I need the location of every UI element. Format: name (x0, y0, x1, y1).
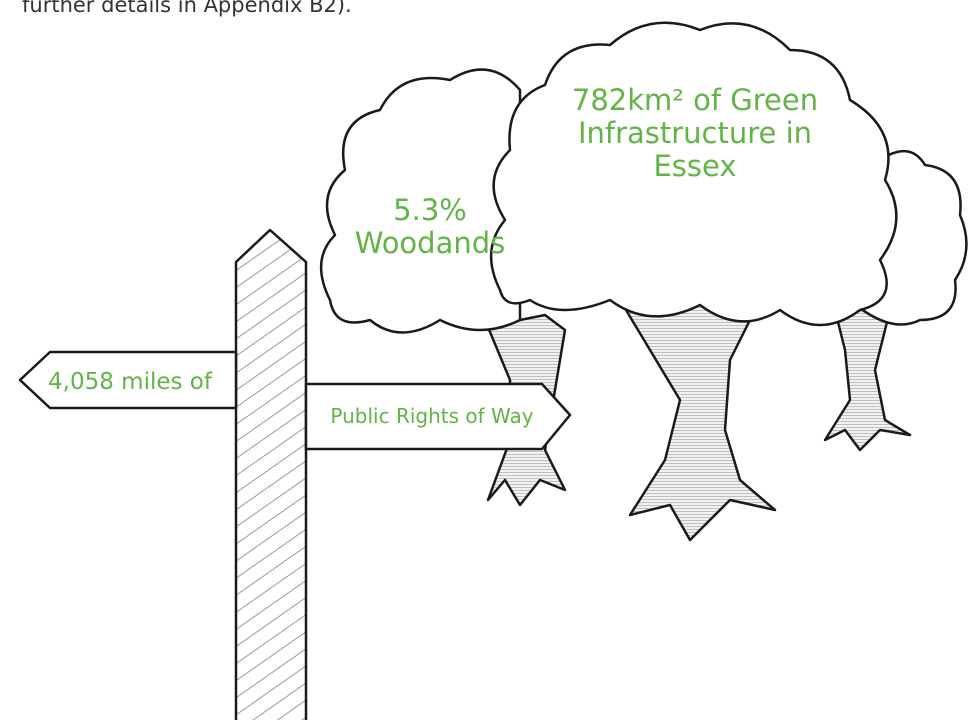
main-label: Infrastructure in (578, 116, 812, 150)
right-sign-text: Public Rights of Way (330, 404, 533, 428)
main-label: Essex (653, 149, 736, 183)
canopy (319, 68, 522, 334)
intro-text: further details in Appendix B2). (22, 0, 352, 17)
side-label: 5.3% (393, 193, 467, 227)
canopy (489, 21, 898, 327)
trunk (823, 308, 912, 452)
post (234, 228, 308, 720)
left-sign (18, 350, 238, 410)
trunk (618, 298, 777, 542)
side-label: Woodands (355, 226, 506, 260)
main-label: 782km² of Green (572, 83, 818, 117)
left-sign-text: 4,058 miles of (48, 369, 213, 395)
right-sign (304, 382, 572, 451)
